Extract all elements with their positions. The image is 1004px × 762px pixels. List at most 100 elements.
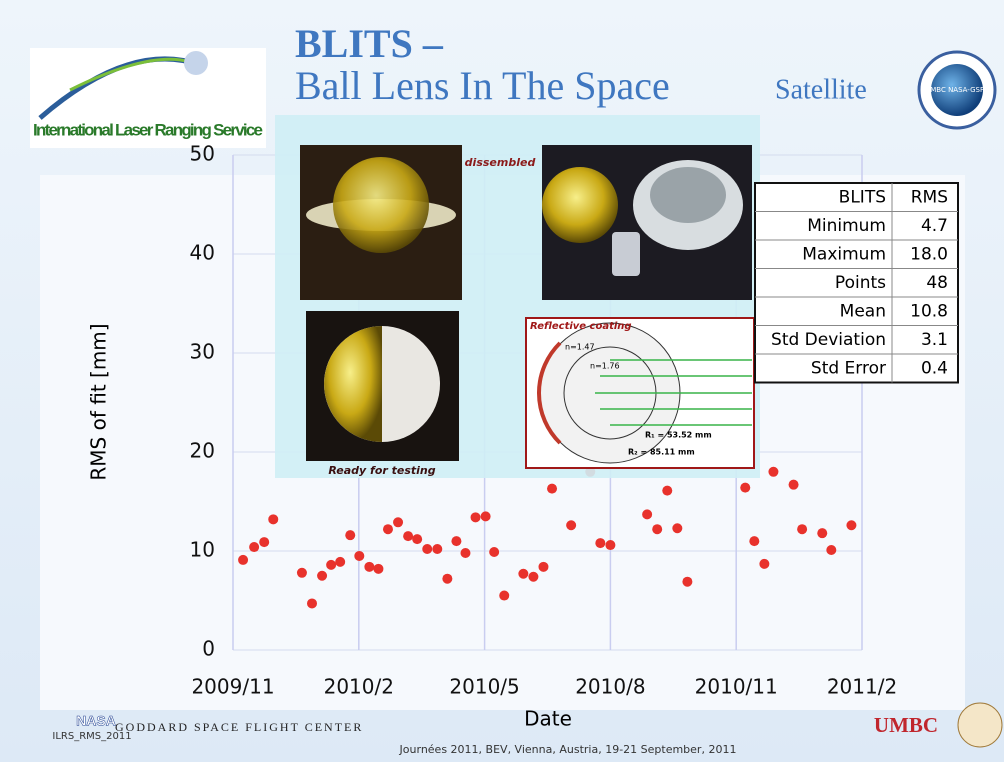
table-cell: Std Deviation [771, 330, 886, 350]
umbc-text: UMBC [874, 713, 938, 737]
point [672, 523, 683, 534]
title-suffix: Satellite [775, 74, 867, 105]
table-cell: Mean [840, 301, 886, 321]
table-cell: Minimum [807, 216, 886, 236]
point [826, 545, 837, 556]
point [652, 524, 663, 535]
point [662, 485, 673, 496]
photo-phone [612, 232, 640, 276]
point [797, 524, 808, 535]
diagram-label: R₂ = 85.11 mm [628, 448, 695, 457]
point [326, 559, 337, 570]
point [547, 483, 558, 494]
point [238, 554, 249, 565]
x-tick-label: 2010/8 [575, 675, 645, 699]
table-bg [754, 182, 959, 384]
ilrs-swoosh [69, 57, 191, 92]
point [538, 561, 549, 572]
table-cell: Points [835, 273, 886, 293]
diagram-rays [595, 359, 752, 426]
table-cell: RMS [911, 187, 948, 207]
caption: dissembled [465, 156, 536, 169]
point [345, 530, 356, 541]
point [788, 479, 799, 490]
stats-table: BLITS RMS Minimum 4.7 Maximum 18.0 Points 48 Mea… [754, 182, 959, 384]
point [528, 571, 539, 582]
file-label: ILRS_RMS_2011 [52, 731, 131, 742]
point [595, 538, 606, 549]
ilrs-icon [184, 51, 208, 75]
point [642, 509, 653, 520]
diagram-label: n=1.76 [590, 362, 620, 371]
center-name: GODDARD SPACE FLIGHT CENTER [115, 720, 363, 734]
point [268, 514, 279, 525]
point [605, 540, 616, 551]
photo-ball [542, 167, 618, 243]
photo-shell [650, 167, 726, 223]
point [499, 590, 510, 601]
table-cell: BLITS [839, 187, 886, 207]
point [489, 546, 500, 557]
y-tick-label: 30 [190, 340, 215, 364]
ilrs-logo-text: International Laser Ranging Service [33, 120, 263, 139]
point [432, 544, 443, 555]
point [518, 568, 529, 579]
y-tick-label: 40 [190, 241, 215, 265]
table-cell: 48 [926, 273, 948, 293]
point [460, 547, 471, 558]
point [740, 482, 751, 493]
umbc-seal [957, 702, 1003, 748]
table-cell: Maximum [802, 244, 886, 264]
caption: Ready for testing [328, 464, 435, 477]
point [403, 531, 414, 542]
umbc-badge-text: UMBC NASA-GSFC [925, 86, 989, 94]
table-cell: 4.7 [921, 216, 948, 236]
point [451, 536, 462, 547]
point [296, 567, 307, 578]
point [768, 466, 779, 477]
x-tick-label: 2011/2 [827, 675, 897, 699]
title-line2: Ball Lens In The Space [295, 63, 670, 108]
x-tick-label: 2009/11 [191, 675, 274, 699]
point [480, 511, 491, 522]
x-axis-label: Date [524, 707, 572, 731]
point [566, 520, 577, 531]
point [249, 542, 260, 553]
point [470, 512, 481, 523]
point [759, 558, 770, 569]
photo-ball [333, 157, 429, 253]
diagram-label: n=1.47 [565, 343, 595, 352]
conference: Journées 2011, BEV, Vienna, Austria, 19-… [399, 743, 737, 756]
diagram-label: R₁ = 53.52 mm [645, 431, 712, 440]
table-cell: 3.1 [921, 330, 948, 350]
point [364, 561, 375, 572]
y-axis-label: RMS of fit [mm] [87, 323, 111, 480]
point [442, 573, 453, 584]
point [817, 528, 828, 539]
x-tick-label: 2010/5 [449, 675, 519, 699]
point [259, 537, 270, 548]
x-tick-label: 2010/2 [324, 675, 394, 699]
title-line1: BLITS – [295, 21, 444, 66]
point [354, 550, 365, 561]
point [393, 517, 404, 528]
y-tick-label: 50 [190, 142, 215, 166]
y-tick-label: 10 [190, 538, 215, 562]
x-tick-label: 2010/11 [695, 675, 778, 699]
point [422, 544, 433, 555]
diagram-coating [536, 341, 562, 445]
table-cell: 18.0 [910, 244, 948, 264]
ilrs-logo-box [30, 48, 266, 148]
point [335, 556, 346, 567]
photo-half-ball [324, 326, 382, 442]
umbc-globe [931, 64, 983, 116]
point [307, 598, 318, 609]
nasa-logo: NASA [76, 713, 116, 729]
point [382, 524, 393, 535]
point [412, 534, 423, 545]
point [846, 520, 857, 531]
table-cell: Std Error [811, 358, 886, 378]
point [682, 576, 693, 587]
point [373, 563, 384, 574]
